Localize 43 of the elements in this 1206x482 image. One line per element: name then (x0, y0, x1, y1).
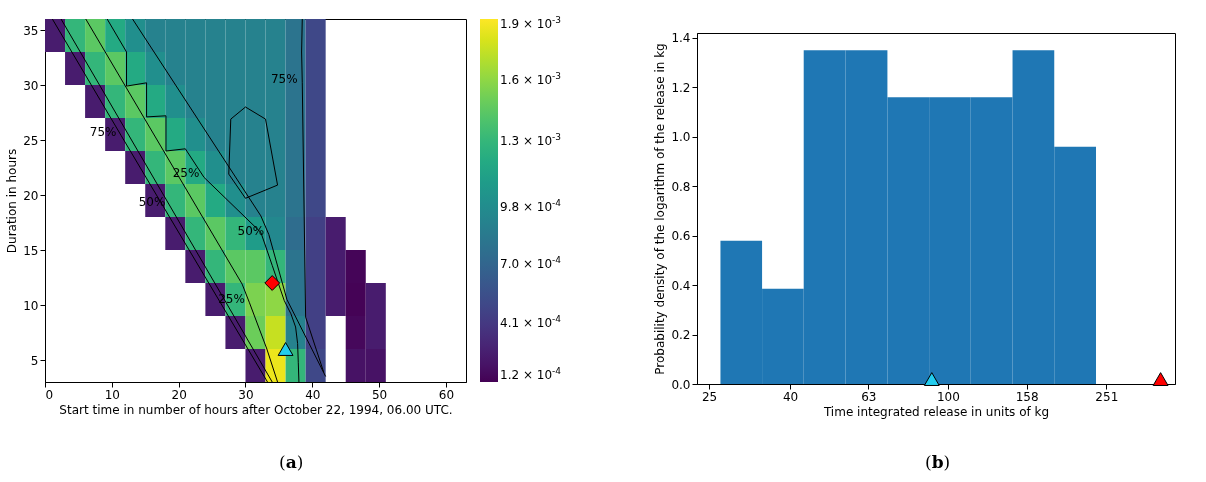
color-bar-label: 1.6 × 10$^{-3}$ (500, 71, 562, 88)
x-axis-title: Time integrated release in units of kg (822, 404, 1050, 419)
y-tick-label: 0.6 (671, 229, 691, 244)
y-tick-label: 0.4 (671, 278, 691, 293)
y-tick-label: 15 (23, 243, 39, 258)
x-tick-label: 63 (861, 389, 877, 404)
color-bar-label: 1.2 × 10$^{-4}$ (500, 366, 562, 382)
x-tick-label: 251 (1095, 389, 1119, 404)
color-bar-label: 1.9 × 10$^{-3}$ (500, 15, 562, 31)
y-tick-label: 10 (23, 298, 39, 313)
color-bar-label: 4.1 × 10$^{-4}$ (500, 313, 562, 330)
y-tick-label: 0.0 (671, 377, 691, 392)
x-tick-label: 50 (371, 387, 388, 402)
x-tick-label: 40 (782, 389, 799, 404)
y-tick-label: 1.0 (671, 130, 691, 145)
y-axis-title: Duration in hours (5, 148, 20, 254)
x-tick-label: 20 (171, 387, 187, 402)
color-bar-label: 1.3 × 10$^{-3}$ (500, 132, 562, 149)
y-tick-label: 0.2 (671, 328, 691, 343)
y-tick-label: 1.4 (671, 31, 691, 46)
text: (b) (925, 452, 951, 472)
text: (a) (279, 452, 304, 472)
x-tick-label: 0 (45, 387, 54, 402)
y-tick-label: 0.8 (671, 179, 691, 194)
x-tick-label: 158 (1015, 389, 1039, 404)
color-bar-label: 9.8 × 10$^{-4}$ (500, 197, 562, 214)
x-tick-label: 60 (438, 387, 455, 402)
series-label: 25% (172, 166, 200, 181)
color-bar-label: 7.0 × 10$^{-4}$ (500, 254, 562, 271)
y-tick-label: 25 (23, 133, 39, 148)
x-tick-label: 10 (104, 387, 120, 402)
x-tick-label: 40 (305, 387, 321, 402)
x-tick-label: 100 (936, 389, 960, 404)
y-axis-title: Probability density of the logarithm of the release in kg (653, 43, 668, 375)
y-tick-label: 20 (23, 188, 39, 203)
series-label: 75% (270, 71, 298, 86)
y-tick-label: 5 (30, 353, 39, 368)
x-tick-label: 30 (238, 387, 254, 402)
y-tick-label: 1.2 (671, 80, 691, 95)
x-axis-title: Start time in number of hours after October 22, 1994, 06.00 UTC. (59, 402, 453, 417)
x-tick-label: 25 (701, 389, 718, 404)
y-tick-label: 35 (23, 23, 39, 38)
y-tick-label: 30 (23, 78, 39, 93)
